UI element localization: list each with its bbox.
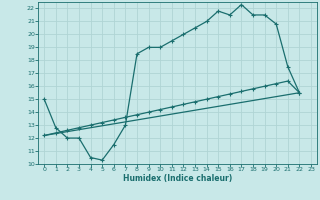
X-axis label: Humidex (Indice chaleur): Humidex (Indice chaleur) (123, 174, 232, 183)
